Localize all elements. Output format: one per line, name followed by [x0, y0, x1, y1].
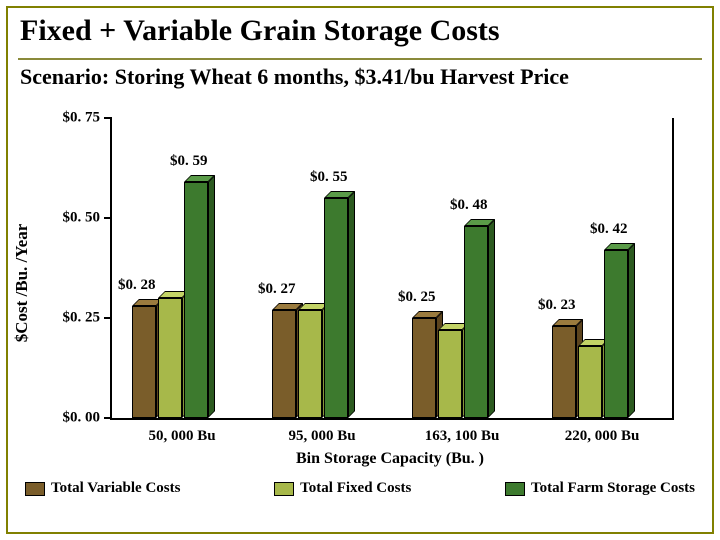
legend-swatch [25, 482, 45, 496]
x-tick-label: 163, 100 Bu [425, 428, 500, 445]
bar [132, 306, 156, 418]
bar [324, 198, 348, 418]
y-tick [104, 317, 112, 319]
bar [604, 250, 628, 418]
legend-swatch [505, 482, 525, 496]
value-label: $0. 28 [118, 277, 156, 294]
bar [552, 326, 576, 418]
chart-title: Fixed + Variable Grain Storage Costs [20, 14, 700, 48]
y-tick-label: $0. 50 [63, 210, 101, 227]
legend-item: Total Variable Costs [25, 480, 180, 497]
bar [412, 318, 436, 418]
bar [272, 310, 296, 418]
y-tick [104, 117, 112, 119]
y-tick [104, 217, 112, 219]
value-label: $0. 48 [450, 197, 488, 214]
value-label: $0. 42 [590, 221, 628, 238]
legend-label: Total Farm Storage Costs [531, 480, 695, 497]
title-rule [18, 58, 702, 60]
x-tick-label: 220, 000 Bu [565, 428, 640, 445]
value-label: $0. 25 [398, 289, 436, 306]
chart-subtitle: Scenario: Storing Wheat 6 months, $3.41/… [20, 64, 700, 90]
y-tick-label: $0. 00 [63, 410, 101, 427]
value-label: $0. 23 [538, 297, 576, 314]
bar [464, 226, 488, 418]
legend-swatch [274, 482, 294, 496]
bar [158, 298, 182, 418]
legend-item: Total Farm Storage Costs [505, 480, 695, 497]
bar [298, 310, 322, 418]
value-label: $0. 27 [258, 281, 296, 298]
bar [184, 182, 208, 418]
bar [578, 346, 602, 418]
bar-row [552, 250, 628, 418]
legend-item: Total Fixed Costs [274, 480, 411, 497]
bar [438, 330, 462, 418]
y-tick-label: $0. 75 [63, 110, 101, 127]
x-axis-label: Bin Storage Capacity (Bu. ) [110, 450, 670, 468]
y-tick [104, 417, 112, 419]
value-label: $0. 55 [310, 169, 348, 186]
slide: Fixed + Variable Grain Storage Costs Sce… [0, 0, 720, 540]
y-tick-label: $0. 25 [63, 310, 101, 327]
bar-row [412, 226, 488, 418]
legend-label: Total Variable Costs [51, 480, 180, 497]
legend-label: Total Fixed Costs [300, 480, 411, 497]
y-axis-label: $Cost /Bu. /Year [12, 224, 32, 343]
x-tick-label: 95, 000 Bu [288, 428, 355, 445]
value-label: $0. 59 [170, 153, 208, 170]
legend: Total Variable Costs Total Fixed Costs Tot… [25, 480, 695, 497]
plot-area: $0. 00$0. 25$0. 50$0. 75$0. 28$0. 5950, … [110, 118, 674, 420]
bar-row [272, 198, 348, 418]
chart: $Cost /Bu. /Year $0. 00$0. 25$0. 50$0. 7… [30, 118, 690, 448]
x-tick-label: 50, 000 Bu [148, 428, 215, 445]
bar-row [132, 182, 208, 418]
